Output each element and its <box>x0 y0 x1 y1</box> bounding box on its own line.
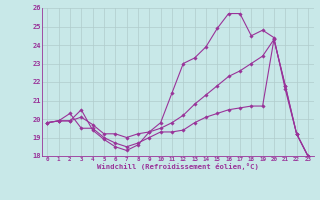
X-axis label: Windchill (Refroidissement éolien,°C): Windchill (Refroidissement éolien,°C) <box>97 163 259 170</box>
